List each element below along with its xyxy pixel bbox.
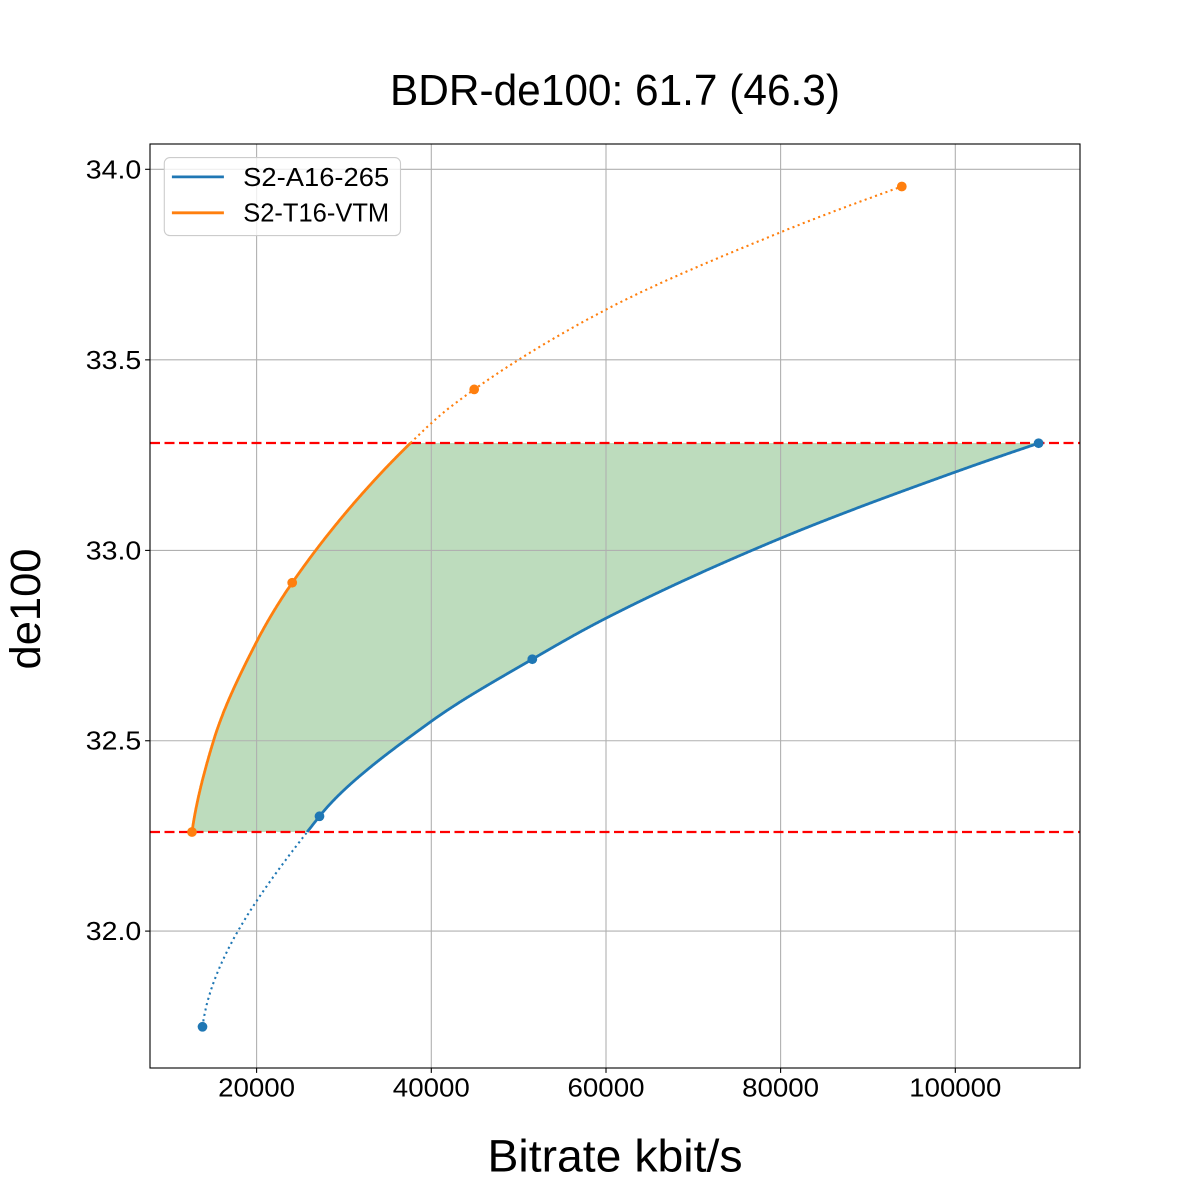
- svg-text:80000: 80000: [742, 1073, 819, 1103]
- svg-text:Bitrate kbit/s: Bitrate kbit/s: [488, 1131, 743, 1182]
- svg-text:32.0: 32.0: [86, 916, 142, 946]
- svg-text:de100: de100: [2, 549, 50, 670]
- svg-text:32.5: 32.5: [86, 726, 142, 756]
- svg-text:33.0: 33.0: [86, 535, 142, 565]
- svg-text:60000: 60000: [568, 1073, 645, 1103]
- svg-text:100000: 100000: [909, 1073, 1001, 1103]
- svg-text:34.0: 34.0: [86, 154, 142, 184]
- svg-text:20000: 20000: [218, 1073, 295, 1103]
- svg-text:40000: 40000: [393, 1073, 470, 1103]
- svg-text:BDR-de100: 61.7 (46.3): BDR-de100: 61.7 (46.3): [390, 67, 840, 115]
- svg-text:33.5: 33.5: [86, 345, 142, 375]
- svg-text:S2-A16-265: S2-A16-265: [243, 162, 389, 192]
- svg-text:S2-T16-VTM: S2-T16-VTM: [243, 198, 389, 228]
